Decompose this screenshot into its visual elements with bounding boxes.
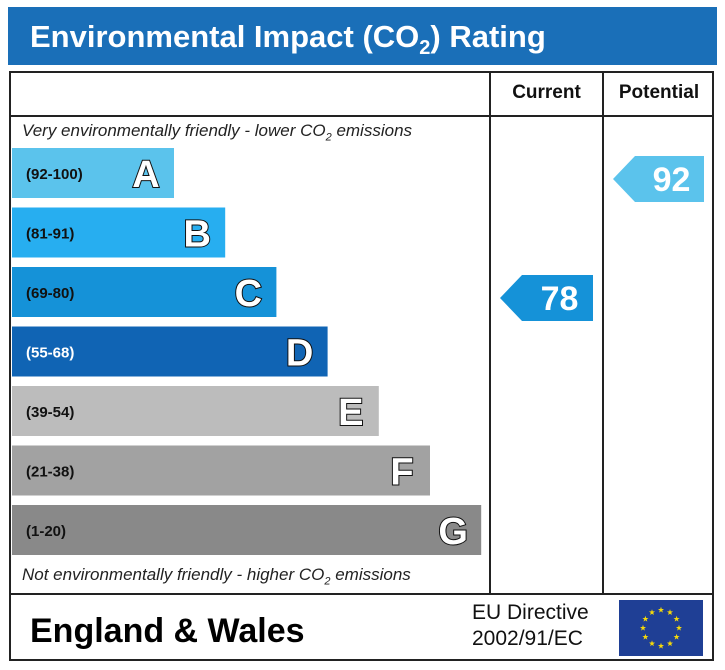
top-note-prefix: Very environmentally friendly - lower CO: [22, 121, 326, 140]
band-d-bar: [12, 326, 328, 377]
band-a-letter: A: [132, 154, 159, 196]
title-subscript: 2: [419, 37, 431, 60]
eu-directive-label: EU Directive: [472, 601, 589, 624]
eu-star-icon: [657, 606, 665, 613]
band-d-letter: D: [286, 333, 313, 375]
title-suffix: ) Rating: [430, 19, 546, 54]
potential-column-header: Potential: [618, 82, 700, 103]
eu-star-icon: [675, 624, 683, 631]
eu-star-icon: [642, 615, 649, 622]
potential-column-divider: [602, 71, 604, 595]
current-rating-value: 78: [541, 280, 579, 318]
band-g-bar: [12, 505, 482, 555]
band-a-range: (92-100): [26, 166, 83, 183]
eu-star-icon: [673, 633, 680, 640]
eu-star-icon: [648, 609, 656, 615]
band-f-letter: F: [390, 452, 413, 494]
eu-star-icon: [642, 633, 649, 640]
potential-rating-arrow: [613, 156, 704, 202]
band-c-range: (69-80): [26, 285, 74, 302]
potential-rating-value: 92: [653, 161, 691, 199]
eu-star-icon: [657, 642, 665, 649]
band-d-range: (55-68): [26, 345, 74, 362]
eu-flag-icon: [619, 600, 703, 656]
region-label: England & Wales: [30, 612, 305, 650]
current-rating-arrow: [500, 275, 593, 321]
band-g-letter: G: [438, 511, 468, 553]
bottom-note-suffix: emissions: [330, 565, 411, 584]
chart-title: Environmental Impact (CO2) Rating: [30, 19, 546, 60]
eu-star-icon: [648, 640, 656, 647]
band-b-range: (81-91): [26, 226, 74, 243]
band-f-bar: [12, 445, 430, 496]
top-note: Very environmentally friendly - lower CO…: [22, 121, 412, 143]
eu-star-icon: [639, 624, 647, 631]
top-note-subscript: 2: [325, 131, 332, 144]
title-bar: Environmental Impact (CO2) Rating: [8, 7, 717, 65]
current-column-divider: [489, 71, 491, 595]
band-e-letter: E: [338, 392, 363, 434]
band-b-letter: B: [183, 214, 210, 256]
top-note-suffix: emissions: [331, 121, 413, 140]
band-c-bar: [12, 267, 277, 317]
header-divider: [9, 115, 714, 117]
band-c-letter: C: [235, 273, 262, 315]
band-e-range: (39-54): [26, 404, 74, 421]
band-a-bar: [12, 148, 174, 198]
band-e-bar: [12, 386, 379, 436]
bottom-note-prefix: Not environmentally friendly - higher CO: [22, 565, 325, 584]
eu-star-icon: [666, 609, 674, 615]
eu-star-icon: [666, 640, 674, 647]
bottom-note-subscript: 2: [324, 575, 331, 588]
title-prefix: Environmental Impact (CO: [30, 19, 420, 54]
band-b-bar: [12, 207, 226, 258]
eu-directive-number: 2002/91/EC: [472, 627, 583, 650]
current-column-header: Current: [512, 82, 581, 103]
eu-star-icon: [673, 615, 680, 622]
rating-frame: [9, 71, 714, 661]
band-f-range: (21-38): [26, 464, 74, 481]
footer-divider: [9, 593, 714, 595]
bottom-note: Not environmentally friendly - higher CO…: [22, 565, 411, 587]
band-g-range: (1-20): [26, 523, 66, 540]
